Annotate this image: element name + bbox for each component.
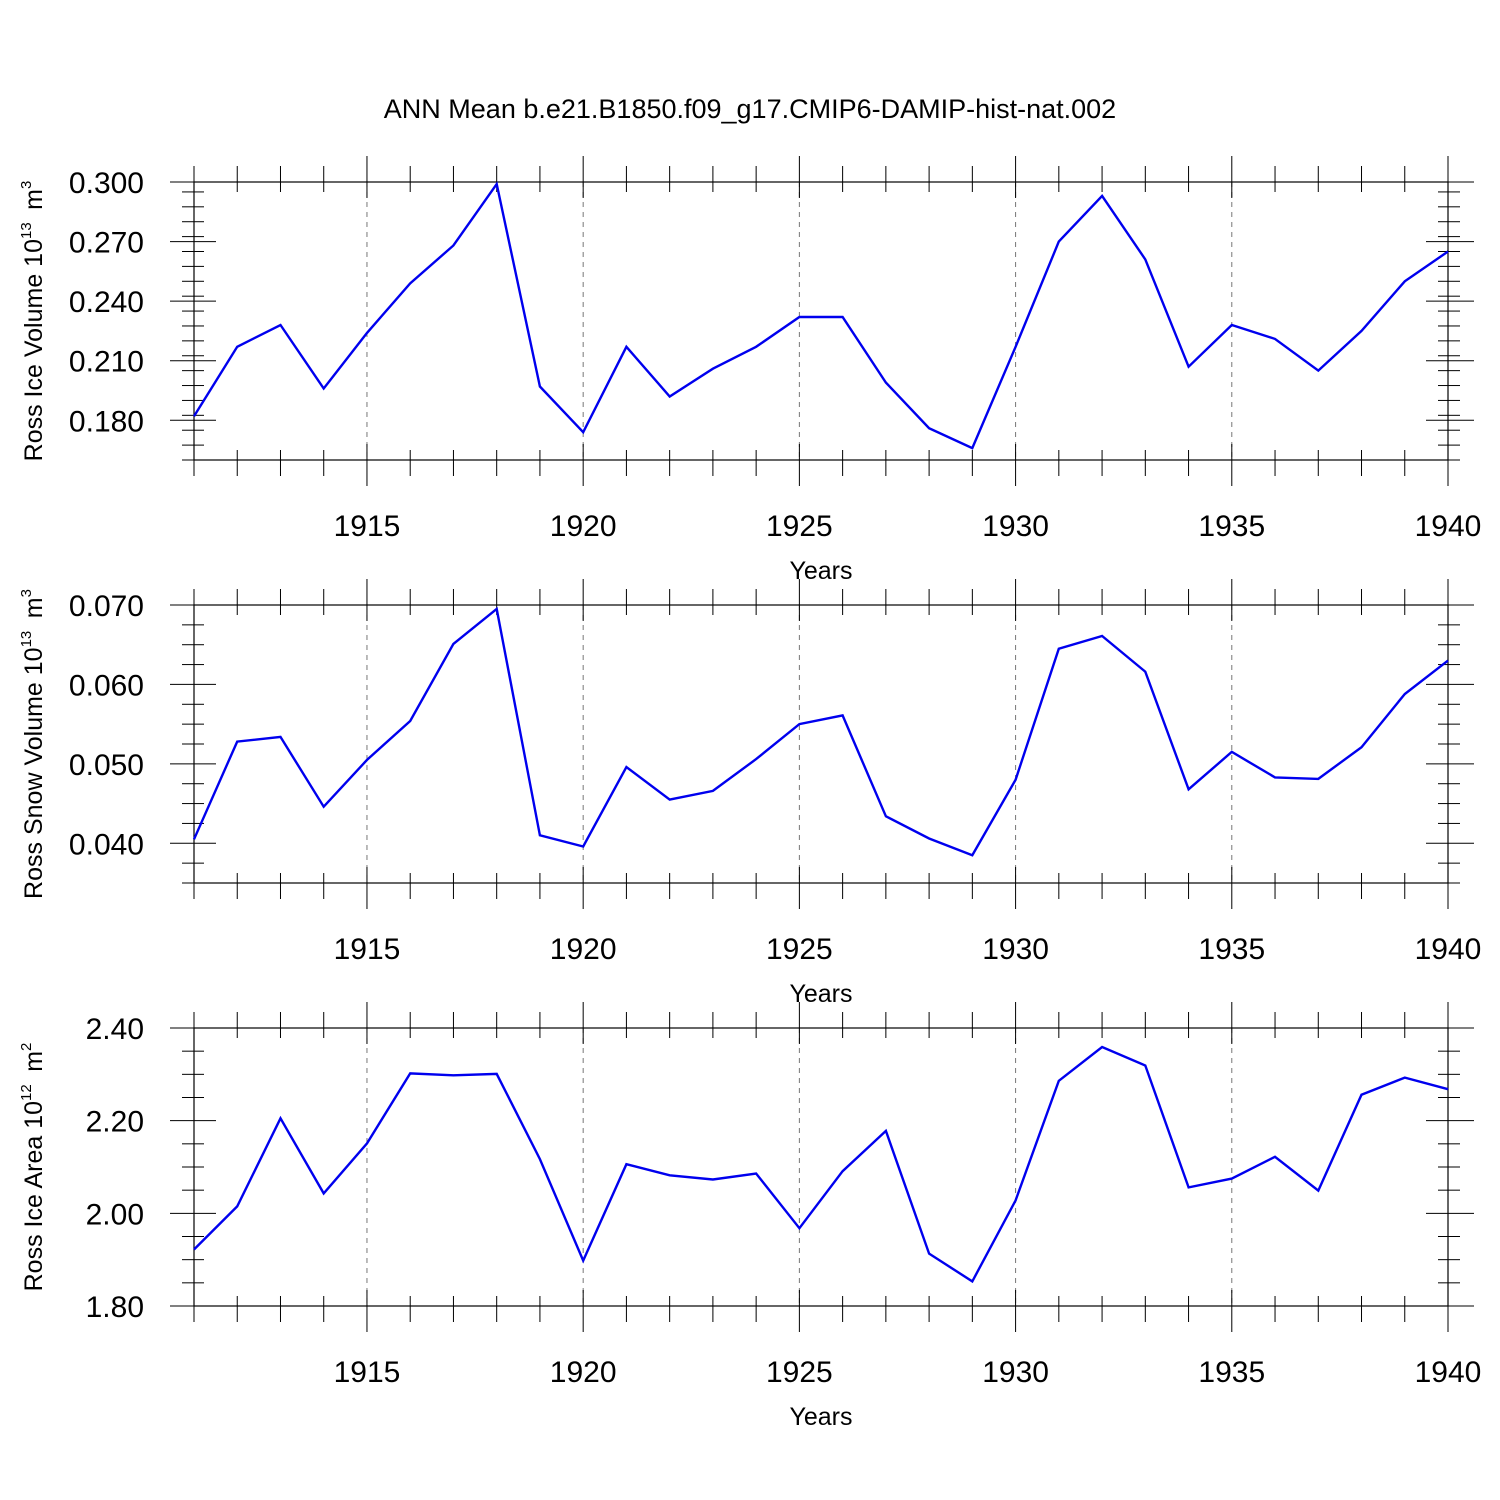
x-tick-label: 1940 — [1415, 933, 1482, 966]
chart-title: ANN Mean b.e21.B1850.f09_g17.CMIP6-DAMIP… — [384, 94, 1116, 124]
x-tick-label: 1930 — [982, 510, 1049, 543]
series-line-ice-volume — [192, 181, 1449, 450]
x-axis-label: Years — [789, 980, 852, 1008]
y-tick-label: 1.80 — [86, 1291, 144, 1324]
x-tick-label: 1940 — [1415, 1356, 1482, 1389]
y-tick-label: 0.210 — [69, 346, 144, 379]
y-axis-label: Ross Ice Volume 1013 m3 — [18, 181, 48, 462]
y-tick-label: 2.20 — [86, 1106, 144, 1139]
y-axis-label: Ross Snow Volume 1013 m3 — [18, 589, 48, 899]
panel-ice-volume: 0.180 0.210 0.240 0.270 0.300 1915 1920 1925 193… — [18, 156, 1481, 585]
x-tick-label: 1925 — [766, 933, 833, 966]
panels: 0.180 0.210 0.240 0.270 0.300 1915 1920 1925 193… — [18, 156, 1481, 1431]
x-tick-label: 1935 — [1198, 1356, 1265, 1389]
x-tick-label: 1915 — [334, 510, 401, 543]
x-tick-label: 1930 — [982, 1356, 1049, 1389]
plot-frame — [193, 604, 1449, 884]
x-tick-label: 1935 — [1198, 933, 1265, 966]
y-tick-label: 0.040 — [69, 828, 144, 861]
x-tick-label: 1920 — [550, 1356, 617, 1389]
y-tick-label: 0.050 — [69, 749, 144, 782]
panel-snow-volume: 0.040 0.050 0.060 0.070 1915 1920 1925 1930 1935… — [18, 579, 1481, 1008]
x-tick-label: 1920 — [550, 510, 617, 543]
x-axis-label: Years — [789, 1403, 852, 1431]
y-axis-label: Ross Ice Area 1012 m2 — [18, 1043, 48, 1292]
x-tick-label: 1935 — [1198, 510, 1265, 543]
x-tick-label: 1925 — [766, 1356, 833, 1389]
x-tick-label: 1940 — [1415, 510, 1482, 543]
x-tick-label: 1915 — [334, 1356, 401, 1389]
x-tick-label: 1925 — [766, 510, 833, 543]
plot-frame — [193, 1027, 1449, 1307]
y-tick-label: 0.060 — [69, 669, 144, 702]
series-line-ice-area — [193, 1045, 1449, 1284]
y-tick-label: 0.240 — [69, 286, 144, 319]
y-tick-label: 2.40 — [86, 1013, 144, 1046]
y-tick-label: 0.070 — [69, 590, 144, 623]
plot-frame — [193, 181, 1449, 461]
x-tick-label: 1915 — [334, 933, 401, 966]
panel-ice-area: 1.80 2.00 2.20 2.40 1915 1920 1925 1930 1935 1940… — [18, 1002, 1481, 1431]
y-tick-label: 2.00 — [86, 1198, 144, 1231]
y-tick-label: 0.270 — [69, 227, 144, 260]
x-axis-label: Years — [789, 557, 852, 585]
series-line-snow-volume — [192, 606, 1449, 857]
y-tick-label: 0.180 — [69, 405, 144, 438]
x-tick-label: 1920 — [550, 933, 617, 966]
x-tick-label: 1930 — [982, 933, 1049, 966]
y-tick-label: 0.300 — [69, 167, 144, 200]
